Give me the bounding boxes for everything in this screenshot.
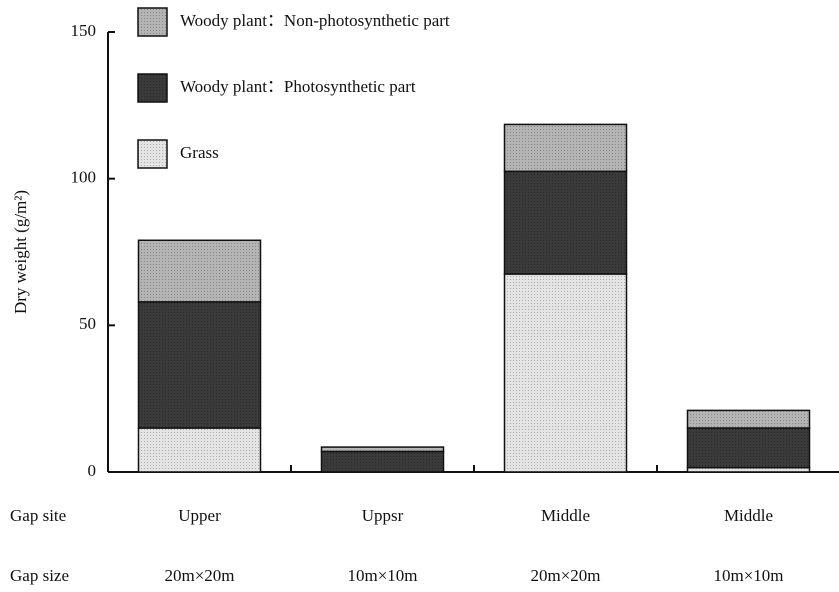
- bar-texture: [138, 240, 261, 302]
- y-tick-label: 0: [88, 461, 97, 480]
- y-tick-label: 50: [79, 314, 96, 333]
- y-tick-label: 100: [71, 168, 97, 187]
- x-tick-label: 10m×10m: [713, 566, 783, 585]
- x-tick-label: 20m×20m: [164, 566, 234, 585]
- bar-texture: [321, 447, 444, 452]
- legend-label: Woody plant：Non-photosynthetic part: [180, 11, 450, 30]
- bar-texture: [687, 428, 810, 468]
- row-label: Gap site: [10, 506, 66, 525]
- row-label: Gap size: [10, 566, 69, 585]
- bar-texture: [687, 410, 810, 428]
- bar-texture: [687, 467, 810, 472]
- y-tick-label: 150: [71, 21, 97, 40]
- x-tick-label: Middle: [541, 506, 590, 525]
- legend-texture: [138, 140, 167, 168]
- x-tick-label: Middle: [724, 506, 773, 525]
- x-tick-label: 20m×20m: [530, 566, 600, 585]
- bar-texture: [504, 171, 627, 274]
- bar-texture: [504, 274, 627, 472]
- legend-texture: [138, 74, 167, 102]
- bar-texture: [504, 124, 627, 172]
- bar-texture: [321, 451, 444, 472]
- x-tick-label: Uppsr: [362, 506, 404, 525]
- legend-label: Woody plant：Photosynthetic part: [180, 77, 416, 96]
- x-tick-label: Upper: [178, 506, 221, 525]
- y-axis-label: Dry weight (g/m²): [11, 190, 30, 314]
- x-tick-label: 10m×10m: [347, 566, 417, 585]
- bar-texture: [138, 428, 261, 472]
- legend-texture: [138, 8, 167, 36]
- bar-texture: [138, 301, 261, 428]
- legend-label: Grass: [180, 143, 219, 162]
